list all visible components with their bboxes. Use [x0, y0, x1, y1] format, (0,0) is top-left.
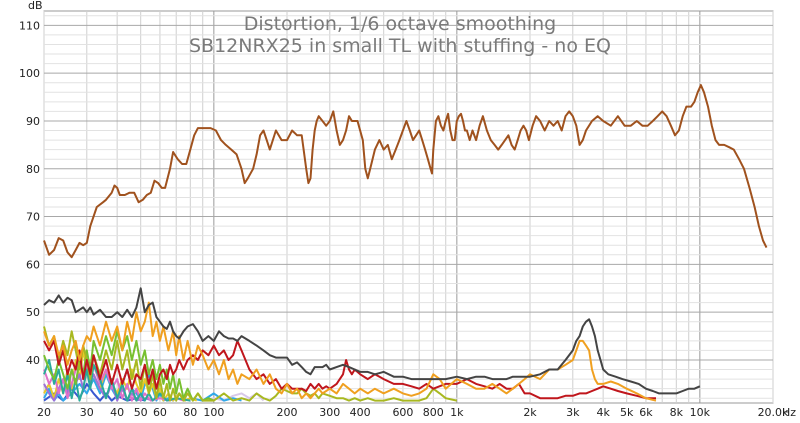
y-tick-label: 110	[19, 19, 40, 32]
x-tick-label: 3k	[566, 406, 580, 419]
x-tick-label: 8k	[670, 406, 684, 419]
x-tick-label: 20	[37, 406, 51, 419]
series-line	[43, 330, 215, 402]
y-axis-unit-label: dB	[28, 0, 43, 12]
y-tick-label: 40	[26, 354, 40, 367]
series-group	[43, 84, 768, 402]
x-tick-label: 40	[110, 406, 124, 419]
y-tick-label: 70	[26, 211, 40, 224]
x-tick-label: 600	[392, 406, 413, 419]
x-tick-label: 20.0k	[758, 406, 789, 419]
x-tick-label: 400	[350, 406, 371, 419]
x-tick-label: 10k	[690, 406, 711, 419]
x-tick-label: 80	[183, 406, 197, 419]
y-tick-label: 50	[26, 306, 40, 319]
series-line	[43, 339, 656, 400]
y-tick-labels: 40 50 60 70 80 90 100 110	[19, 19, 40, 367]
x-axis-unit-label: Hz	[782, 406, 796, 419]
x-tick-label: 30	[80, 406, 94, 419]
chart-title: Distortion, 1/6 octave smoothing	[244, 13, 556, 35]
x-tick-label: 4k	[596, 406, 610, 419]
x-tick-label: 200	[277, 406, 298, 419]
x-tick-label: 6k	[639, 406, 653, 419]
grid	[43, 11, 774, 403]
x-tick-label: 300	[319, 406, 340, 419]
x-tick-labels: 20 30 40 50 60 80 100 200 300 400 600 800 1k 2k 3k 4k 5k…	[37, 406, 789, 419]
x-tick-label: 60	[153, 406, 167, 419]
series-line	[43, 84, 768, 259]
x-tick-label: 800	[423, 406, 444, 419]
chart-subtitle: SB12NRX25 in small TL with stuffing - no…	[189, 35, 611, 57]
x-tick-label: 1k	[450, 406, 464, 419]
series-line	[43, 287, 701, 395]
y-tick-label: 80	[26, 163, 40, 176]
y-tick-label: 90	[26, 115, 40, 128]
y-tick-label: 60	[26, 258, 40, 271]
x-tick-label: 100	[203, 406, 224, 419]
x-tick-label: 5k	[620, 406, 634, 419]
x-tick-label: 2k	[523, 406, 537, 419]
x-tick-label: 50	[134, 406, 148, 419]
y-tick-label: 100	[19, 67, 40, 80]
